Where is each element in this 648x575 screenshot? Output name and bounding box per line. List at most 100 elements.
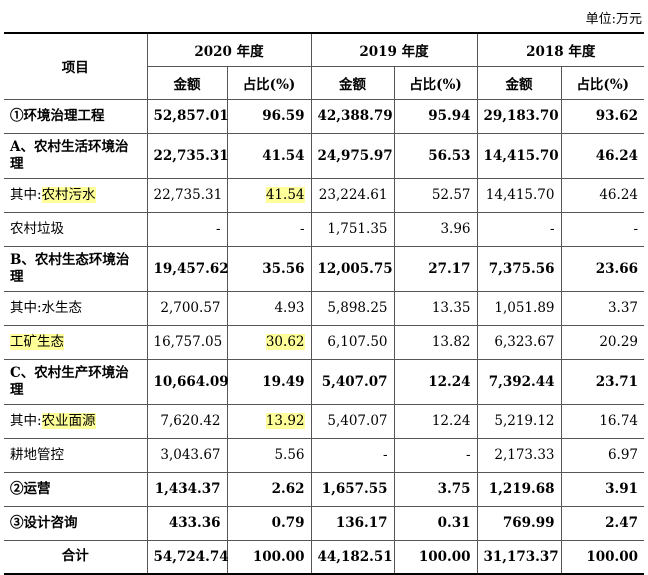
amount-cell: 29,183.70 <box>476 98 562 134</box>
cell-value: - <box>465 447 471 463</box>
cell-value: - <box>633 221 638 237</box>
row-label: 其中:农业面源 <box>4 403 148 439</box>
row-label: ③设计咨询 <box>4 505 148 541</box>
cell-value: 0.31 <box>437 515 471 531</box>
amount-cell: 1,751.35 <box>310 211 395 247</box>
amount-cell: 14,415.70 <box>476 177 562 213</box>
ratio-cell: 13.92 <box>226 403 312 439</box>
amount-cell: 23,224.61 <box>310 177 395 213</box>
table-row: 工矿生态 16,757.05 30.62 6,107.50 13.82 6,323.67 2… <box>4 324 644 360</box>
amount-cell: - <box>146 211 228 247</box>
cell-value: 27.17 <box>428 260 471 277</box>
cell-value: 100.00 <box>252 548 305 565</box>
table-row: C、农村生产环境治理 10,664.09 19.49 5,407.07 12.24 7,3… <box>4 358 644 405</box>
cell-value: 46.24 <box>595 147 638 164</box>
ratio-cell: 41.54 <box>226 177 312 213</box>
table-row: ③设计咨询 433.36 0.79 136.17 0.31 769.99 2.47 <box>4 505 644 541</box>
amount-cell: 52,857.01 <box>146 98 229 134</box>
table-body: ①环境治理工程 52,857.01 96.59 42,388.79 95.94 29,18… <box>4 98 644 575</box>
cell-value: 14,415.70 <box>485 187 555 203</box>
ratio-cell: 95.94 <box>393 98 478 134</box>
row-label-text: 其中:水生态 <box>10 299 83 316</box>
ratio-cell: 0.79 <box>226 505 312 541</box>
ratio-cell: 12.24 <box>393 358 478 405</box>
cell-value: 20.29 <box>599 334 638 350</box>
ratio-cell: - <box>226 211 312 247</box>
cell-value: 22,735.31 <box>153 187 223 203</box>
cell-value: 35.56 <box>262 260 305 277</box>
header-ratio: 占比(%) <box>226 65 312 100</box>
amount-cell: 16,757.05 <box>146 324 228 360</box>
cell-value: 3,043.67 <box>160 447 221 463</box>
ratio-cell: 2.47 <box>560 505 644 541</box>
cell-value: 16.74 <box>599 413 638 429</box>
cell-value: 2.62 <box>271 481 305 497</box>
cell-value: 5,219.12 <box>494 413 555 429</box>
row-label: B、农村生态环境治理 <box>4 245 148 292</box>
ratio-cell: 23.66 <box>560 245 644 292</box>
cell-value: 13.82 <box>431 334 471 350</box>
amount-cell: 54,724.74 <box>146 539 229 575</box>
header-amount: 金额 <box>476 65 562 100</box>
table-row: 农村垃圾 - - 1,751.35 3.96 - - <box>4 211 644 247</box>
ratio-cell: 23.71 <box>560 358 644 405</box>
amount-cell: 7,392.44 <box>476 358 562 405</box>
cell-value: - <box>549 221 555 237</box>
amount-cell: 2,700.57 <box>146 290 228 326</box>
row-label: 其中:水生态 <box>4 290 148 326</box>
cell-value: 7,620.42 <box>160 413 221 429</box>
row-label-text: A、农村生活环境治理 <box>10 138 129 172</box>
row-label: 其中:农村污水 <box>4 177 148 213</box>
ratio-cell: 12.24 <box>393 403 478 439</box>
amount-cell: - <box>476 211 562 247</box>
cell-value: - <box>382 447 388 463</box>
total-row: 合计 54,724.74 100.00 44,182.51 100.00 31,173.3… <box>4 539 644 575</box>
amount-cell: 24,975.97 <box>310 132 395 179</box>
cell-value: 100.00 <box>586 548 638 565</box>
row-label-prefix: 其中: <box>10 186 42 203</box>
ratio-cell: 46.24 <box>560 177 644 213</box>
ratio-cell: - <box>560 211 644 247</box>
header-ratio: 占比(%) <box>393 65 478 100</box>
table-row: 其中:农业面源 7,620.42 13.92 5,407.07 12.24 5,219.1… <box>4 403 644 439</box>
cell-value: 23.71 <box>595 373 638 390</box>
cell-value: 1,219.68 <box>488 481 555 497</box>
amount-cell: 6,323.67 <box>476 324 562 360</box>
cell-value: 3.75 <box>437 481 471 497</box>
amount-cell: 12,005.75 <box>310 245 395 292</box>
cell-value: 16,757.05 <box>153 334 223 350</box>
amount-cell: 42,388.79 <box>310 98 395 134</box>
ratio-cell: 56.53 <box>393 132 478 179</box>
cell-value: 6.97 <box>607 447 638 463</box>
cell-value: 14,415.70 <box>483 147 559 164</box>
amount-cell: 10,664.09 <box>146 358 229 405</box>
header-item: 项目 <box>4 32 148 100</box>
ratio-cell: 41.54 <box>226 132 312 179</box>
ratio-cell: 3.75 <box>393 471 478 507</box>
amount-cell: 14,415.70 <box>476 132 562 179</box>
row-label: 农村垃圾 <box>4 211 148 247</box>
cell-value: 12.24 <box>428 373 471 390</box>
cell-value: 5,898.25 <box>327 300 388 316</box>
cell-value: 6,323.67 <box>494 334 555 350</box>
cell-value: 5.56 <box>274 447 305 463</box>
cell-value: 1,434.37 <box>154 481 221 497</box>
table-row: ①环境治理工程 52,857.01 96.59 42,388.79 95.94 29,18… <box>4 98 644 134</box>
ratio-cell: 46.24 <box>560 132 644 179</box>
ratio-cell: 4.93 <box>226 290 312 326</box>
cell-value: 2,700.57 <box>160 300 221 316</box>
row-label-prefix: 其中: <box>10 412 42 429</box>
cell-value: 136.17 <box>335 515 388 531</box>
cell-value: 3.91 <box>605 481 638 497</box>
cell-value: 13.92 <box>265 413 305 429</box>
amount-cell: 19,457.62 <box>146 245 229 292</box>
cell-value: 19.49 <box>262 373 305 390</box>
cell-value: 93.62 <box>595 108 638 124</box>
cell-value: 7,375.56 <box>488 260 555 277</box>
ratio-cell: 13.35 <box>393 290 478 326</box>
cell-value: 1,657.55 <box>321 481 388 497</box>
header-amount: 金额 <box>310 65 395 100</box>
row-label-text: 农村污水 <box>41 186 96 203</box>
row-label-text: 耕地管控 <box>10 446 64 463</box>
amount-cell: 22,735.31 <box>146 132 229 179</box>
